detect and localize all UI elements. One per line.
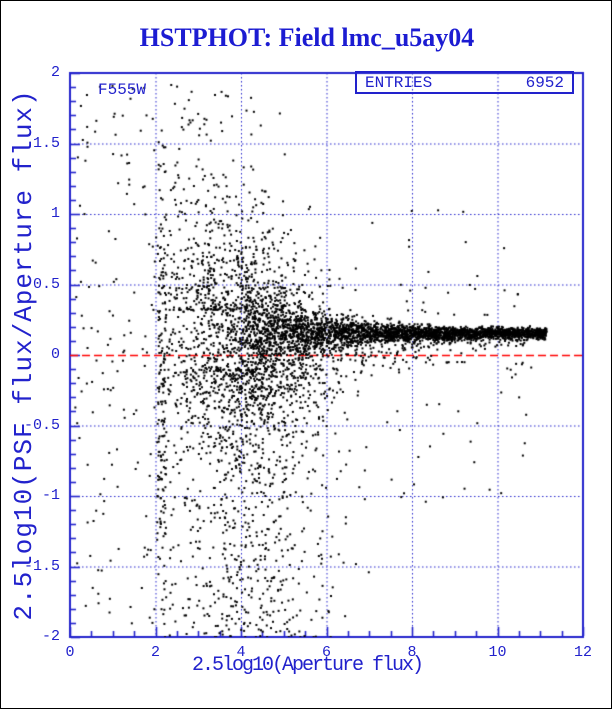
stats-box: ENTRIES 6952 <box>355 71 574 94</box>
y-tick-label: -2 <box>41 628 60 645</box>
x-tick-label: 10 <box>488 644 507 661</box>
y-tick-label: -1 <box>41 487 60 504</box>
y-tick-label: 0.5 <box>32 275 60 293</box>
y-tick-label: 1 <box>50 205 60 222</box>
x-tick-label: 6 <box>321 644 331 661</box>
stats-box-entries-value: 6952 <box>525 73 564 92</box>
x-tick-label: 2 <box>150 644 160 661</box>
y-tick-label: 1.5 <box>32 134 60 152</box>
x-tick-label: 8 <box>407 644 417 661</box>
x-tick-label: 12 <box>573 644 592 661</box>
x-tick-label: 0 <box>65 644 75 661</box>
y-tick-label: -0.5 <box>23 416 60 434</box>
stats-box-entries-label: ENTRIES <box>365 73 433 92</box>
x-axis-title: 2.5log10(Aperture flux) <box>191 654 424 677</box>
y-tick-label: 2 <box>50 64 60 81</box>
x-tick-label: 4 <box>236 644 246 661</box>
y-tick-label: 0 <box>50 346 60 363</box>
y-tick-label: -1.5 <box>23 557 60 575</box>
filter-label: F555W <box>98 81 147 99</box>
page-title: HSTPHOT: Field lmc_u5ay04 <box>139 23 475 52</box>
